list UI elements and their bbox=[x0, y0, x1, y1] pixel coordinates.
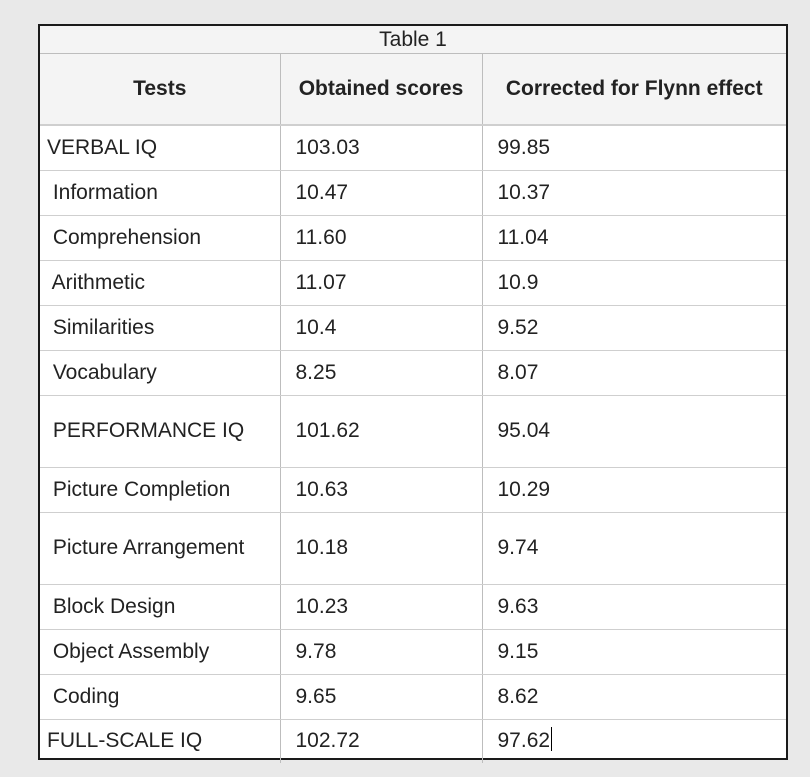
header-corrected-flynn[interactable]: Corrected for Flynn effect bbox=[482, 53, 786, 126]
table-row: Vocabulary 8.25 8.07 bbox=[40, 350, 786, 396]
table-row: Similarities 10.4 9.52 bbox=[40, 305, 786, 351]
cell-test[interactable]: Arithmetic bbox=[40, 260, 281, 306]
header-row: Tests Obtained scores Corrected for Flyn… bbox=[40, 53, 786, 126]
cell-corrected[interactable]: 99.85 bbox=[482, 125, 786, 171]
table-row: VERBAL IQ 103.03 99.85 bbox=[40, 125, 786, 171]
table-row: Arithmetic 11.07 10.9 bbox=[40, 260, 786, 306]
cell-test[interactable]: Comprehension bbox=[40, 215, 281, 261]
header-tests[interactable]: Tests bbox=[40, 53, 281, 126]
cell-obtained[interactable]: 11.07 bbox=[280, 260, 483, 306]
cell-obtained[interactable]: 103.03 bbox=[280, 125, 483, 171]
table-caption[interactable]: Table 1 bbox=[40, 26, 786, 54]
cell-corrected[interactable]: 9.15 bbox=[482, 629, 786, 675]
table-row: Object Assembly 9.78 9.15 bbox=[40, 629, 786, 675]
results-table: Table 1 Tests Obtained scores Corrected … bbox=[40, 26, 786, 763]
cell-test[interactable]: Picture Completion bbox=[40, 467, 281, 513]
cell-test[interactable]: Vocabulary bbox=[40, 350, 281, 396]
cell-obtained[interactable]: 102.72 bbox=[280, 719, 483, 763]
table-row: Coding 9.65 8.62 bbox=[40, 674, 786, 720]
cell-corrected[interactable]: 9.52 bbox=[482, 305, 786, 351]
cell-corrected[interactable]: 9.63 bbox=[482, 584, 786, 630]
table-row: Information 10.47 10.37 bbox=[40, 170, 786, 216]
table-row: PERFORMANCE IQ 101.62 95.04 bbox=[40, 395, 786, 468]
table-row: Picture Arrangement 10.18 9.74 bbox=[40, 512, 786, 585]
text-cursor bbox=[551, 727, 553, 752]
cell-obtained[interactable]: 10.4 bbox=[280, 305, 483, 351]
cell-test[interactable]: Block Design bbox=[40, 584, 281, 630]
cell-test[interactable]: Picture Arrangement bbox=[40, 512, 281, 585]
table-row: Picture Completion 10.63 10.29 bbox=[40, 467, 786, 513]
cell-obtained[interactable]: 11.60 bbox=[280, 215, 483, 261]
cell-obtained[interactable]: 10.63 bbox=[280, 467, 483, 513]
cell-obtained[interactable]: 10.23 bbox=[280, 584, 483, 630]
cell-corrected[interactable]: 9.74 bbox=[482, 512, 786, 585]
cell-test[interactable]: Similarities bbox=[40, 305, 281, 351]
cell-test[interactable]: VERBAL IQ bbox=[40, 125, 281, 171]
cell-test[interactable]: Coding bbox=[40, 674, 281, 720]
table-row: FULL-SCALE IQ 102.72 97.62 bbox=[40, 719, 786, 763]
cell-obtained[interactable]: 101.62 bbox=[280, 395, 483, 468]
cell-test[interactable]: Information bbox=[40, 170, 281, 216]
header-obtained-scores[interactable]: Obtained scores bbox=[280, 53, 483, 126]
cell-corrected-active[interactable]: 97.62 bbox=[482, 719, 786, 763]
cell-obtained[interactable]: 9.65 bbox=[280, 674, 483, 720]
cell-test[interactable]: Object Assembly bbox=[40, 629, 281, 675]
table-row: Comprehension 11.60 11.04 bbox=[40, 215, 786, 261]
cell-corrected-text: 97.62 bbox=[497, 729, 551, 753]
cell-corrected[interactable]: 8.62 bbox=[482, 674, 786, 720]
cell-corrected[interactable]: 8.07 bbox=[482, 350, 786, 396]
table-editor: Table 1 Tests Obtained scores Corrected … bbox=[38, 24, 788, 763]
cell-obtained[interactable]: 9.78 bbox=[280, 629, 483, 675]
caption-row: Table 1 bbox=[40, 26, 786, 54]
cell-corrected[interactable]: 10.37 bbox=[482, 170, 786, 216]
table-row: Block Design 10.23 9.63 bbox=[40, 584, 786, 630]
cell-test[interactable]: FULL-SCALE IQ bbox=[40, 719, 281, 763]
cell-corrected[interactable]: 11.04 bbox=[482, 215, 786, 261]
cell-obtained[interactable]: 10.47 bbox=[280, 170, 483, 216]
cell-test[interactable]: PERFORMANCE IQ bbox=[40, 395, 281, 468]
cell-obtained[interactable]: 8.25 bbox=[280, 350, 483, 396]
cell-corrected[interactable]: 95.04 bbox=[482, 395, 786, 468]
cell-corrected[interactable]: 10.9 bbox=[482, 260, 786, 306]
cell-corrected[interactable]: 10.29 bbox=[482, 467, 786, 513]
cell-obtained[interactable]: 10.18 bbox=[280, 512, 483, 585]
